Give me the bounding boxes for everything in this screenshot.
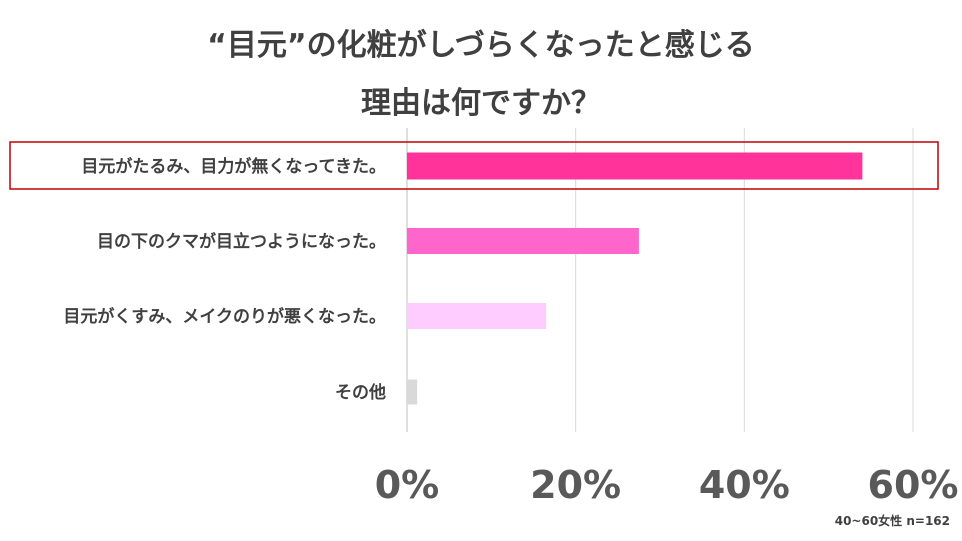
x-tick-label: 60%	[868, 463, 959, 507]
x-tick-label: 40%	[699, 463, 790, 507]
x-tick-label: 20%	[530, 463, 621, 507]
category-label: 目元がくすみ、メイクのりが悪くなった。	[63, 306, 386, 327]
sample-size-footnote: 40~60女性 n=162	[834, 514, 950, 528]
chart-title-line-1: “目元”の化粧がしづらくなったと感じる	[207, 28, 755, 63]
category-label: その他	[335, 382, 386, 403]
bar	[407, 228, 639, 254]
bar	[407, 152, 863, 180]
highlight-box	[9, 141, 939, 190]
category-label: 目元がたるみ、目力が無くなってきた。	[81, 156, 386, 177]
chart-title-line-2: 理由は何ですか？	[361, 86, 601, 121]
bar	[407, 379, 418, 405]
category-label: 目の下のクマが目立つようになった。	[97, 231, 386, 252]
x-tick-label: 0%	[375, 463, 440, 507]
bar	[407, 303, 547, 329]
